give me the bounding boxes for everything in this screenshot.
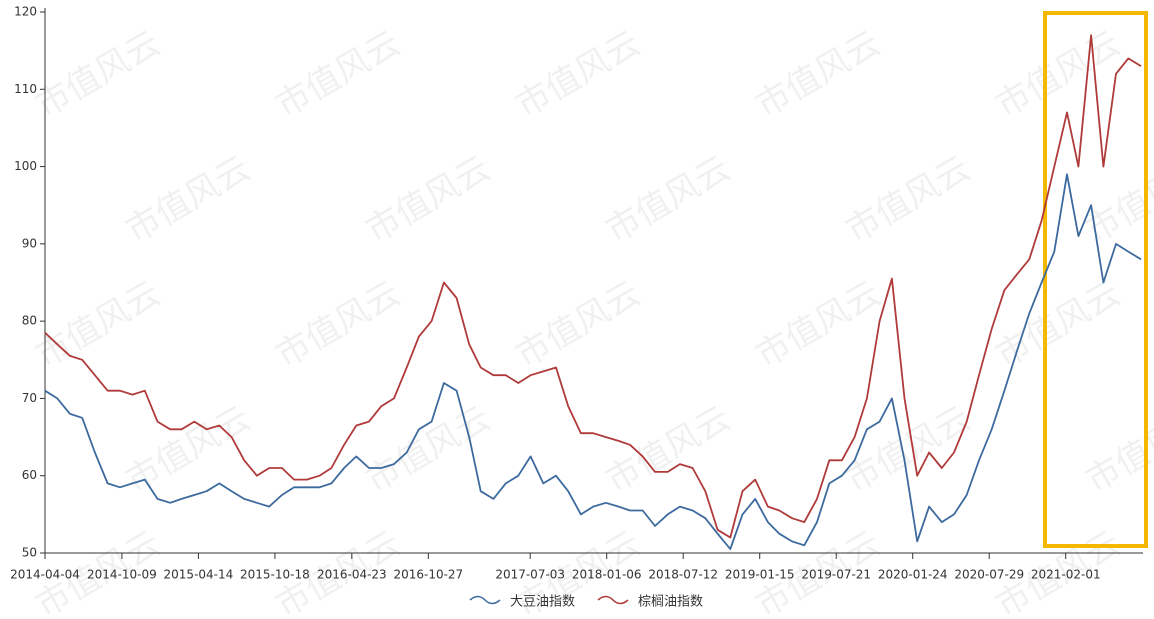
- watermark: 市值风云: [989, 23, 1127, 126]
- legend-label: 棕榈油指数: [638, 595, 703, 610]
- x-tick-label: 2014-04-04: [10, 568, 80, 582]
- watermark: 市值风云: [119, 398, 257, 501]
- watermark: 市值风云: [269, 273, 407, 376]
- watermark: 市值风云: [119, 148, 257, 251]
- y-tick-label: 80: [22, 314, 37, 328]
- series-line: [44, 173, 1142, 550]
- highlight-box: [1043, 11, 1148, 548]
- series-line: [44, 34, 1142, 539]
- x-tick-label: 2020-07-29: [954, 568, 1024, 582]
- watermark: 市值风云: [989, 273, 1127, 376]
- watermark: 市值风云: [359, 148, 497, 251]
- y-tick-label: 50: [22, 546, 37, 560]
- watermark: 市值风云: [599, 148, 737, 251]
- watermark: 市值风云: [1079, 148, 1154, 251]
- watermark: 市值风云: [749, 23, 887, 126]
- watermark: 市值风云: [839, 148, 977, 251]
- y-tick-label: 120: [14, 5, 37, 19]
- watermark: 市值风云: [509, 23, 647, 126]
- x-tick-label: 2020-01-24: [878, 568, 948, 582]
- y-tick-label: 100: [14, 159, 37, 173]
- watermark: 市值风云: [749, 273, 887, 376]
- y-tick-label: 90: [22, 236, 37, 250]
- legend-icon: [469, 595, 501, 605]
- x-tick-label: 2016-04-23: [317, 568, 387, 582]
- y-tick-label: 70: [22, 391, 37, 405]
- watermark: 市值风云: [509, 273, 647, 376]
- watermark: 市值风云: [29, 23, 167, 126]
- x-tick-label: 2019-07-21: [801, 568, 871, 582]
- y-tick-label: 110: [14, 82, 37, 96]
- watermark: 市值风云: [269, 23, 407, 126]
- watermark: 市值风云: [359, 398, 497, 501]
- legend-label: 大豆油指数: [510, 595, 575, 610]
- x-tick-label: 2018-01-06: [572, 568, 642, 582]
- watermark: 市值风云: [1079, 398, 1154, 501]
- legend-icon: [597, 595, 629, 605]
- x-tick-label: 2015-10-18: [240, 568, 310, 582]
- x-tick-label: 2014-10-09: [87, 568, 157, 582]
- watermark: 市值风云: [599, 398, 737, 501]
- watermark: 市值风云: [29, 273, 167, 376]
- x-tick-label: 2018-07-12: [648, 568, 718, 582]
- y-tick-label: 60: [22, 468, 37, 482]
- x-tick-label: 2016-10-27: [393, 568, 463, 582]
- x-tick-label: 2017-07-03: [495, 568, 565, 582]
- x-tick-label: 2019-01-15: [725, 568, 795, 582]
- x-tick-label: 2021-02-01: [1031, 568, 1101, 582]
- x-tick-label: 2015-04-14: [164, 568, 234, 582]
